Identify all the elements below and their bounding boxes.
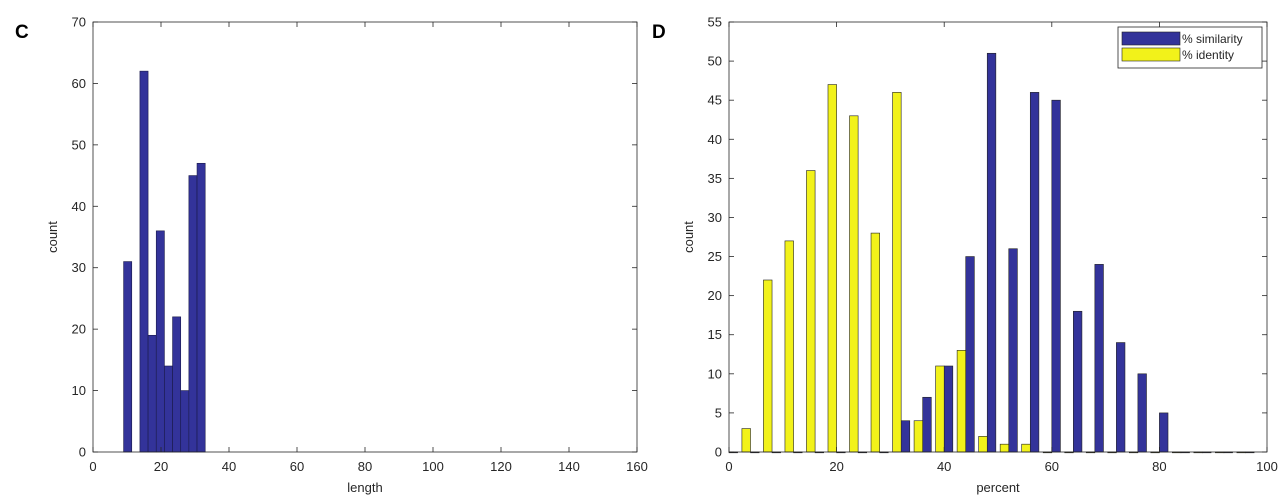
y-tick-label: 50 [72,137,86,152]
bar [1116,342,1126,453]
y-tick-label: 10 [72,383,86,398]
y-tick-label: 0 [79,445,86,460]
bar [892,92,902,453]
bar [965,256,975,453]
y-tick-label: 40 [72,199,86,214]
x-tick-label: 80 [358,459,372,474]
bar [139,70,149,453]
y-tick-label: 35 [708,171,722,186]
x-tick-label: 140 [558,459,580,474]
bar [1021,443,1031,453]
y-tick-label: 55 [708,15,722,30]
x-tick-label: 0 [725,459,732,474]
y-tick-label: 60 [72,76,86,91]
x-tick-label: 20 [829,459,843,474]
bar [1051,99,1061,453]
bar [956,350,967,453]
legend-label: % identity [1182,48,1234,62]
panel-label: D [652,22,666,43]
bar [1008,248,1018,453]
bar [922,396,932,453]
bar [188,175,198,453]
bar [943,365,954,453]
x-tick-label: 100 [1256,459,1278,474]
y-tick-label: 45 [708,93,722,108]
y-tick-label: 5 [715,405,722,420]
legend-swatch [1121,31,1181,46]
y-tick-label: 30 [708,210,722,225]
y-tick-label: 0 [715,445,722,460]
bar [986,52,997,453]
x-tick-label: 40 [937,459,951,474]
x-tick-label: 160 [626,459,648,474]
y-tick-label: 10 [708,366,722,381]
y-tick-label: 25 [708,249,722,264]
bar [1094,264,1104,453]
y-axis-label: count [681,221,696,253]
legend-swatch [1121,47,1181,62]
y-tick-label: 40 [708,132,722,147]
bar [1073,310,1083,453]
bar [155,230,165,453]
bar [763,279,773,453]
x-tick-label: 100 [422,459,444,474]
bar [806,170,816,453]
x-axis-label: length [347,480,382,495]
y-tick-label: 70 [72,15,86,30]
bar [870,232,880,453]
bar [849,115,859,453]
x-axis-label: percent [976,480,1020,495]
bar [180,390,190,453]
bar [978,436,988,453]
bar [1159,412,1169,453]
x-tick-label: 80 [1152,459,1166,474]
y-tick-label: 30 [72,260,86,275]
y-tick-label: 50 [708,54,722,69]
x-tick-label: 120 [490,459,512,474]
legend-label: % similarity [1182,32,1243,46]
x-tick-label: 60 [290,459,304,474]
bar [999,443,1010,453]
bar [827,84,837,453]
bar [147,334,157,453]
x-tick-label: 40 [222,459,236,474]
y-tick-label: 20 [72,322,86,337]
bar [123,261,133,453]
bar [196,162,206,453]
bar [741,428,751,453]
y-tick-label: 20 [708,288,722,303]
bar [784,240,794,453]
y-tick-label: 15 [708,327,722,342]
bar [164,365,173,453]
bar [913,420,923,453]
y-axis-label: count [45,221,60,253]
panel-label: C [15,22,29,43]
x-tick-label: 60 [1045,459,1059,474]
bar [1137,373,1147,453]
bar [935,365,945,453]
bar [900,420,911,453]
bar [172,316,182,453]
x-tick-label: 0 [89,459,96,474]
axes-box [728,21,1268,453]
bar [1029,92,1040,453]
x-tick-label: 20 [154,459,168,474]
